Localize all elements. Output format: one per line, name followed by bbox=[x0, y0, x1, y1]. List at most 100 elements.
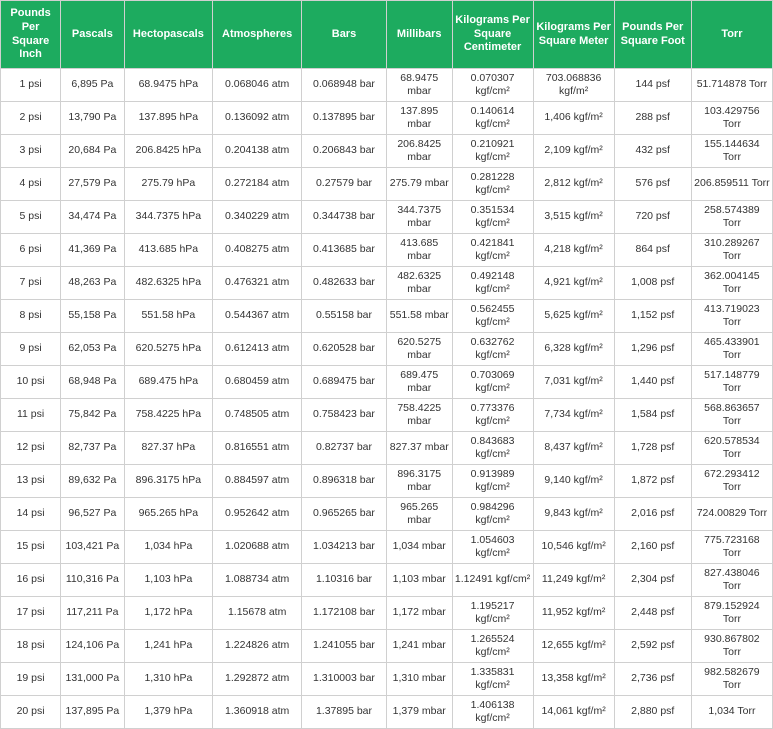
table-cell: 1.15678 atm bbox=[213, 597, 302, 630]
table-cell: 13 psi bbox=[1, 465, 61, 498]
table-cell: 720 psf bbox=[614, 201, 691, 234]
table-cell: 5,625 kgf/m² bbox=[533, 300, 614, 333]
table-cell: 0.413685 bar bbox=[302, 234, 387, 267]
table-cell: 19 psi bbox=[1, 663, 61, 696]
col-header-psi: Pounds Per Square Inch bbox=[1, 1, 61, 69]
col-header-pa: Pascals bbox=[61, 1, 124, 69]
table-cell: 0.068948 bar bbox=[302, 69, 387, 102]
table-cell: 75,842 Pa bbox=[61, 399, 124, 432]
table-cell: 14,061 kgf/m² bbox=[533, 696, 614, 729]
table-cell: 137.895 hPa bbox=[124, 102, 213, 135]
table-cell: 1,872 psf bbox=[614, 465, 691, 498]
table-cell: 0.27579 bar bbox=[302, 168, 387, 201]
table-cell: 344.7375 mbar bbox=[386, 201, 452, 234]
table-cell: 117,211 Pa bbox=[61, 597, 124, 630]
table-cell: 258.574389 Torr bbox=[691, 201, 772, 234]
table-cell: 12,655 kgf/m² bbox=[533, 630, 614, 663]
table-cell: 12 psi bbox=[1, 432, 61, 465]
table-cell: 62,053 Pa bbox=[61, 333, 124, 366]
table-cell: 4 psi bbox=[1, 168, 61, 201]
table-cell: 1.335831 kgf/cm² bbox=[452, 663, 533, 696]
table-cell: 0.344738 bar bbox=[302, 201, 387, 234]
table-row: 17 psi117,211 Pa1,172 hPa1.15678 atm1.17… bbox=[1, 597, 773, 630]
table-cell: 482.6325 hPa bbox=[124, 267, 213, 300]
table-cell: 0.816551 atm bbox=[213, 432, 302, 465]
table-cell: 9 psi bbox=[1, 333, 61, 366]
table-cell: 1,728 psf bbox=[614, 432, 691, 465]
table-cell: 17 psi bbox=[1, 597, 61, 630]
table-cell: 1.292872 atm bbox=[213, 663, 302, 696]
table-row: 4 psi27,579 Pa275.79 hPa0.272184 atm0.27… bbox=[1, 168, 773, 201]
table-cell: 51.714878 Torr bbox=[691, 69, 772, 102]
table-cell: 775.723168 Torr bbox=[691, 531, 772, 564]
table-cell: 1 psi bbox=[1, 69, 61, 102]
table-cell: 827.37 mbar bbox=[386, 432, 452, 465]
table-cell: 1,584 psf bbox=[614, 399, 691, 432]
table-cell: 11,249 kgf/m² bbox=[533, 564, 614, 597]
table-cell: 1.020688 atm bbox=[213, 531, 302, 564]
table-cell: 2,160 psf bbox=[614, 531, 691, 564]
table-cell: 275.79 hPa bbox=[124, 168, 213, 201]
table-cell: 288 psf bbox=[614, 102, 691, 135]
table-cell: 10 psi bbox=[1, 366, 61, 399]
table-cell: 568.863657 Torr bbox=[691, 399, 772, 432]
table-cell: 103.429756 Torr bbox=[691, 102, 772, 135]
table-cell: 7 psi bbox=[1, 267, 61, 300]
table-cell: 0.913989 kgf/cm² bbox=[452, 465, 533, 498]
table-cell: 137.895 mbar bbox=[386, 102, 452, 135]
table-cell: 1.034213 bar bbox=[302, 531, 387, 564]
table-cell: 0.748505 atm bbox=[213, 399, 302, 432]
table-cell: 6,895 Pa bbox=[61, 69, 124, 102]
table-cell: 0.210921 kgf/cm² bbox=[452, 135, 533, 168]
table-cell: 1.241055 bar bbox=[302, 630, 387, 663]
table-cell: 6,328 kgf/m² bbox=[533, 333, 614, 366]
table-cell: 1.37895 bar bbox=[302, 696, 387, 729]
table-cell: 0.773376 kgf/cm² bbox=[452, 399, 533, 432]
table-cell: 0.421841 kgf/cm² bbox=[452, 234, 533, 267]
table-cell: 1,103 hPa bbox=[124, 564, 213, 597]
table-cell: 0.476321 atm bbox=[213, 267, 302, 300]
table-cell: 0.965265 bar bbox=[302, 498, 387, 531]
table-row: 7 psi48,263 Pa482.6325 hPa0.476321 atm0.… bbox=[1, 267, 773, 300]
table-cell: 1,241 hPa bbox=[124, 630, 213, 663]
table-cell: 1,379 hPa bbox=[124, 696, 213, 729]
col-header-psf: Pounds Per Square Foot bbox=[614, 1, 691, 69]
table-cell: 344.7375 hPa bbox=[124, 201, 213, 234]
table-cell: 724.00829 Torr bbox=[691, 498, 772, 531]
table-cell: 1.10316 bar bbox=[302, 564, 387, 597]
table-cell: 96,527 Pa bbox=[61, 498, 124, 531]
table-cell: 0.952642 atm bbox=[213, 498, 302, 531]
table-cell: 1,152 psf bbox=[614, 300, 691, 333]
table-cell: 362.004145 Torr bbox=[691, 267, 772, 300]
table-cell: 144 psf bbox=[614, 69, 691, 102]
col-header-kgfcm2: Kilograms Per Square Centimeter bbox=[452, 1, 533, 69]
table-cell: 0.884597 atm bbox=[213, 465, 302, 498]
table-cell: 620.5275 mbar bbox=[386, 333, 452, 366]
table-cell: 0.408275 atm bbox=[213, 234, 302, 267]
table-cell: 413.685 mbar bbox=[386, 234, 452, 267]
table-cell: 0.703069 kgf/cm² bbox=[452, 366, 533, 399]
header-row: Pounds Per Square Inch Pascals Hectopasc… bbox=[1, 1, 773, 69]
table-cell: 1,310 mbar bbox=[386, 663, 452, 696]
table-cell: 9,843 kgf/m² bbox=[533, 498, 614, 531]
table-cell: 1,440 psf bbox=[614, 366, 691, 399]
table-cell: 0.632762 kgf/cm² bbox=[452, 333, 533, 366]
table-row: 13 psi89,632 Pa896.3175 hPa0.884597 atm0… bbox=[1, 465, 773, 498]
table-cell: 1.360918 atm bbox=[213, 696, 302, 729]
table-cell: 879.152924 Torr bbox=[691, 597, 772, 630]
table-cell: 206.8425 hPa bbox=[124, 135, 213, 168]
table-cell: 8,437 kgf/m² bbox=[533, 432, 614, 465]
table-cell: 5 psi bbox=[1, 201, 61, 234]
table-row: 11 psi75,842 Pa758.4225 hPa0.748505 atm0… bbox=[1, 399, 773, 432]
table-cell: 2,736 psf bbox=[614, 663, 691, 696]
table-cell: 2,304 psf bbox=[614, 564, 691, 597]
table-cell: 124,106 Pa bbox=[61, 630, 124, 663]
table-cell: 576 psf bbox=[614, 168, 691, 201]
table-cell: 1,296 psf bbox=[614, 333, 691, 366]
col-header-torr: Torr bbox=[691, 1, 772, 69]
table-cell: 68.9475 mbar bbox=[386, 69, 452, 102]
table-cell: 0.206843 bar bbox=[302, 135, 387, 168]
table-cell: 413.719023 Torr bbox=[691, 300, 772, 333]
table-cell: 0.896318 bar bbox=[302, 465, 387, 498]
table-cell: 0.82737 bar bbox=[302, 432, 387, 465]
